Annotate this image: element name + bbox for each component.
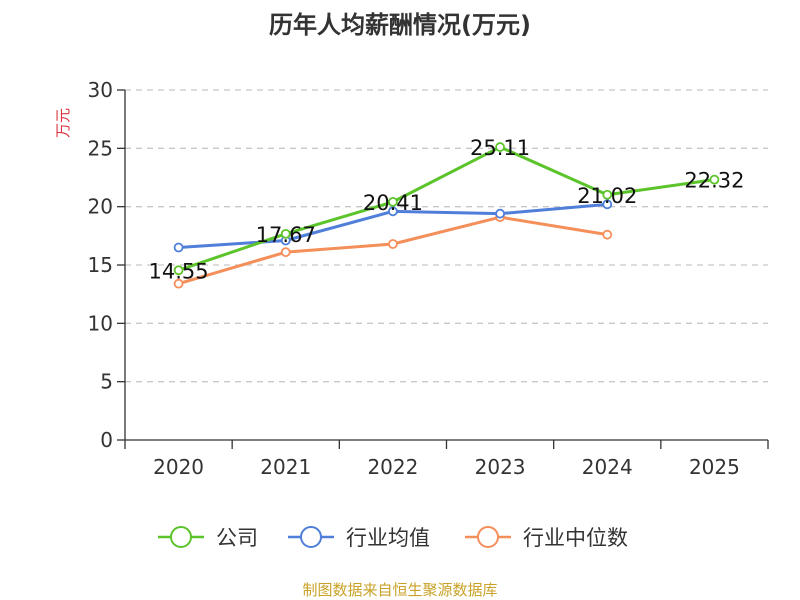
legend-item-2[interactable]: 行业均值 [288, 526, 430, 550]
x-tick-label: 2024 [582, 455, 633, 479]
y-tick-label: 0 [100, 428, 113, 452]
data-point[interactable] [495, 208, 505, 219]
data-point[interactable] [388, 196, 398, 207]
legend-marker [170, 526, 192, 548]
y-tick-label: 25 [88, 136, 113, 160]
x-tick-label: 2021 [260, 455, 311, 479]
y-tick-label: 10 [88, 311, 113, 335]
data-label: 20.41 [363, 191, 423, 215]
x-tick-label: 2023 [475, 455, 526, 479]
legend[interactable]: 公司 行业均值 行业中位数 [158, 526, 628, 550]
x-tick-label: 2022 [367, 455, 418, 479]
data-label: 21.02 [577, 184, 637, 208]
chart-title: 历年人均薪酬情况(万元) [269, 11, 531, 39]
data-point[interactable] [709, 174, 720, 185]
y-tick-label: 30 [88, 78, 113, 102]
data-point[interactable] [173, 242, 184, 253]
x-tick-label: 2025 [689, 455, 740, 479]
legend-marker [477, 526, 499, 548]
data-label: 25.11 [470, 136, 530, 160]
y-tick-label: 20 [88, 195, 113, 219]
data-point[interactable] [280, 247, 291, 258]
data-point[interactable] [388, 239, 398, 249]
source-note: 制图数据来自恒生聚源数据库 [302, 581, 497, 599]
grid-lines [125, 89, 768, 383]
data-label: 14.55 [149, 259, 209, 283]
legend-marker [300, 526, 322, 548]
legend-label: 行业中位数 [523, 526, 628, 550]
series-line-1 [178, 145, 715, 272]
data-point[interactable] [602, 229, 613, 240]
series-line-3 [178, 215, 608, 286]
y-tick-label: 15 [88, 253, 113, 277]
data-point[interactable] [173, 278, 184, 289]
data-point[interactable] [602, 189, 613, 200]
y-axis-label: 万元 [54, 108, 72, 138]
data-label: 22.32 [684, 169, 744, 193]
data-point[interactable] [173, 265, 184, 276]
data-point[interactable] [388, 206, 398, 217]
data-point[interactable] [280, 228, 291, 239]
y-tick-label: 5 [100, 370, 113, 394]
series-group [173, 142, 720, 289]
data-point[interactable] [602, 199, 613, 210]
legend-label: 行业均值 [346, 526, 430, 550]
x-tick-label: 2020 [153, 455, 204, 479]
legend-item-1[interactable]: 公司 [158, 526, 258, 550]
legend-label: 公司 [216, 526, 258, 550]
data-label: 17.67 [256, 223, 316, 247]
legend-item-3[interactable]: 行业中位数 [465, 526, 628, 550]
data-point[interactable] [495, 142, 505, 152]
data-labels: 14.55 17.67 20.41 25.11 21.02 22.32 [149, 136, 745, 283]
